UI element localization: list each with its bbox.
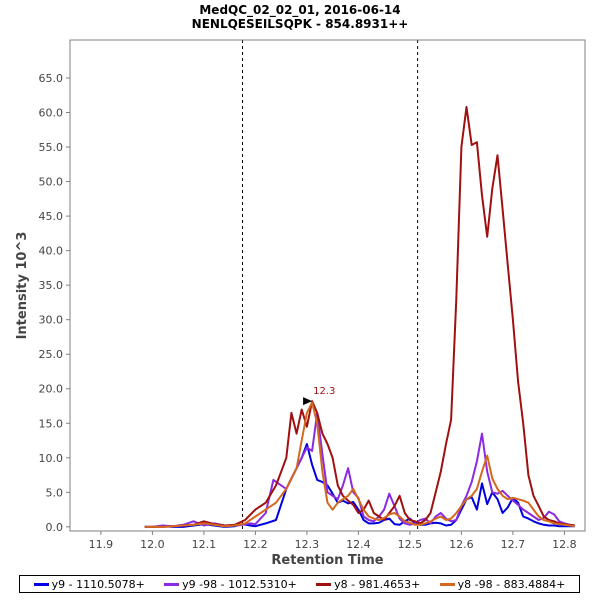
legend-item: y9 - 1110.5078+ (33, 577, 145, 591)
y-tick-label: 60.0 (39, 107, 64, 120)
x-tick-label: 12.2 (243, 538, 268, 551)
series-line-3 (144, 401, 575, 528)
legend-swatch (439, 582, 455, 586)
legend-label: y8 - 981.4653+ (334, 577, 421, 591)
legend-label: y8 -98 - 883.4884+ (457, 577, 566, 591)
y-axis-label: Intensity 10^3 (15, 232, 30, 340)
x-tick-label: 12.7 (501, 538, 526, 551)
legend-label: y9 -98 - 1012.5310+ (182, 577, 297, 591)
legend-swatch (164, 582, 180, 586)
y-tick-label: 55.0 (39, 141, 64, 154)
legend: y9 - 1110.5078+ y9 -98 - 1012.5310+ y8 - 9… (19, 575, 580, 593)
plot-frame (69, 39, 586, 532)
y-tick-label: 45.0 (39, 210, 64, 223)
y-tick-label: 40.0 (39, 245, 64, 258)
x-tick-label: 12.1 (192, 538, 217, 551)
y-tick-label: 10.0 (39, 452, 64, 465)
legend-swatch (33, 582, 49, 586)
peak-marker (303, 397, 313, 406)
x-tick-label: 12.6 (449, 538, 474, 551)
y-tick-label: 50.0 (39, 176, 64, 189)
y-tick-label: 0.0 (46, 521, 64, 534)
legend-item: y9 -98 - 1012.5310+ (164, 578, 297, 591)
legend-swatch (316, 582, 332, 586)
x-axis-label: Retention Time (271, 553, 383, 568)
y-tick-label: 20.0 (39, 383, 64, 396)
x-tick-label: 12.5 (398, 538, 423, 551)
y-tick-label: 35.0 (39, 279, 64, 292)
y-tick-label: 65.0 (39, 72, 64, 85)
chart-title-line2: NENLQESEILSQPK - 854.8931++ (191, 17, 409, 31)
x-tick-label: 12.8 (552, 538, 577, 551)
y-tick-label: 5.0 (46, 486, 64, 499)
x-tick-label: 11.9 (89, 538, 114, 551)
y-tick-label: 15.0 (39, 417, 64, 430)
series-line-1 (144, 411, 575, 528)
chart-title-line1: MedQC_02_02_01, 2016-06-14 (199, 3, 401, 17)
chart-area: 12.3 11.9 12.0 12.1 12.2 12.3 12.4 12.5 12.6 12.… (15, 39, 586, 568)
y-tick-label: 30.0 (39, 314, 64, 327)
x-tick-label: 12.3 (295, 538, 320, 551)
x-tick-label: 12.4 (346, 538, 371, 551)
legend-item: y8 -98 - 883.4884+ (439, 577, 566, 591)
legend-item: y8 - 981.4653+ (316, 578, 420, 591)
x-tick-label: 12.0 (140, 538, 165, 551)
peak-label: 12.3 (313, 386, 335, 397)
series-line-2 (144, 106, 575, 528)
series-line-0 (144, 443, 575, 528)
legend-label: y9 - 1110.5078+ (51, 577, 145, 591)
y-tick-label: 25.0 (39, 348, 64, 361)
